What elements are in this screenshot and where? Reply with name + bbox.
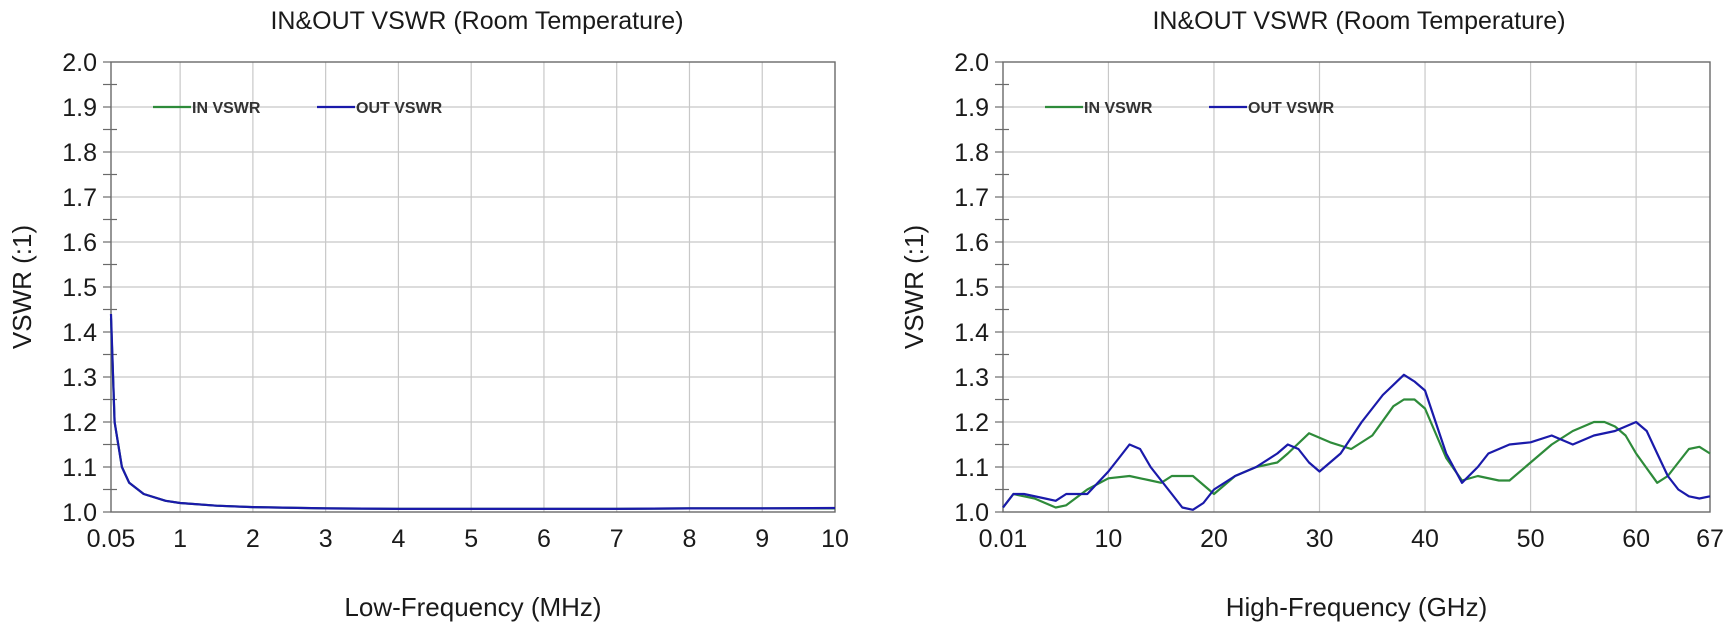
- x-tick-label: 10: [1095, 525, 1123, 553]
- y-tick-label: 2.0: [954, 49, 989, 77]
- y-tick-label: 1.6: [62, 229, 97, 257]
- series-line-2: [1002, 373, 1711, 511]
- y-axis-label: VSWR (:1): [899, 225, 929, 349]
- chart-title: IN&OUT VSWR (Room Temperature): [1152, 7, 1565, 35]
- y-tick-label: 1.4: [62, 319, 97, 347]
- x-tick-label: 3: [319, 525, 333, 553]
- x-tick-label: 1: [173, 525, 187, 553]
- legend-label: IN VSWR: [192, 100, 261, 117]
- legend-label: OUT VSWR: [1248, 100, 1335, 117]
- y-tick-label: 1.5: [954, 274, 989, 302]
- series-line-1: [109, 318, 835, 510]
- y-tick-label: 2.0: [62, 49, 97, 77]
- x-tick-label: 6: [537, 525, 551, 553]
- y-tick-label: 1.0: [954, 499, 989, 527]
- y-tick-label: 1.1: [954, 454, 989, 482]
- x-tick-label: 20: [1200, 525, 1228, 553]
- series-line-2: [109, 313, 836, 510]
- x-tick-label: 30: [1306, 525, 1334, 553]
- chart-title: IN&OUT VSWR (Room Temperature): [270, 7, 683, 35]
- x-tick-label: 0.05: [87, 525, 136, 553]
- x-tick-label: 67: [1696, 525, 1724, 553]
- x-tick-label: 10: [821, 525, 849, 553]
- x-tick-label: 40: [1411, 525, 1439, 553]
- chart-1: IN&OUT VSWR (Room Temperature) 1.0 1.1 1.2 1…: [7, 7, 849, 622]
- y-tick-label: 1.8: [954, 139, 989, 167]
- x-tick-label: 7: [610, 525, 624, 553]
- plot-frame: [1002, 61, 1711, 513]
- x-tick-label: 4: [391, 525, 405, 553]
- y-axis-label: VSWR (:1): [7, 225, 37, 349]
- legend-label: OUT VSWR: [356, 100, 443, 117]
- x-tick-label: 8: [683, 525, 697, 553]
- y-tick-label: 1.9: [62, 94, 97, 122]
- y-tick-label: 1.2: [62, 409, 97, 437]
- y-tick-label: 1.7: [954, 184, 989, 212]
- chart-2: IN&OUT VSWR (Room Temperature) 1.0 1.1 1.2 1…: [899, 7, 1724, 622]
- y-tick-label: 1.6: [954, 229, 989, 257]
- x-axis-label: High-Frequency (GHz): [1226, 592, 1488, 622]
- y-tick-label: 1.5: [62, 274, 97, 302]
- legend-label: IN VSWR: [1084, 100, 1153, 117]
- y-tick-label: 1.7: [62, 184, 97, 212]
- plot-frame: [110, 61, 836, 513]
- y-tick-label: 1.2: [954, 409, 989, 437]
- x-tick-label: 60: [1622, 525, 1650, 553]
- y-tick-label: 1.4: [954, 319, 989, 347]
- x-tick-label: 0.01: [979, 525, 1028, 553]
- x-tick-label: 5: [464, 525, 478, 553]
- y-tick-label: 1.3: [954, 364, 989, 392]
- y-tick-label: 1.9: [954, 94, 989, 122]
- y-tick-label: 1.3: [62, 364, 97, 392]
- y-tick-label: 1.0: [62, 499, 97, 527]
- y-tick-label: 1.8: [62, 139, 97, 167]
- x-tick-label: 9: [755, 525, 769, 553]
- x-tick-label: 2: [246, 525, 260, 553]
- x-axis-label: Low-Frequency (MHz): [344, 592, 601, 622]
- x-tick-label: 50: [1517, 525, 1545, 553]
- series-line-1: [1002, 398, 1711, 509]
- y-tick-label: 1.1: [62, 454, 97, 482]
